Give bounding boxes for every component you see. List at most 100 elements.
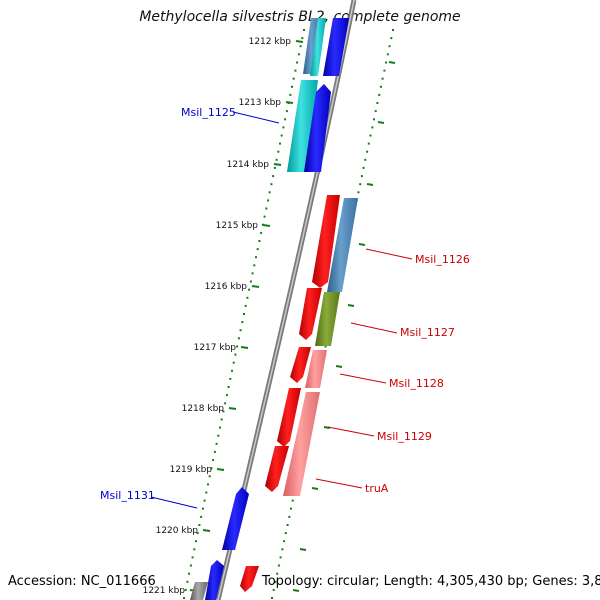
left-ruler-dot: [291, 85, 293, 88]
gene-msil-1128-pink: [305, 350, 327, 388]
left-ruler-dot: [275, 158, 278, 161]
gene-cyan-top: [310, 18, 326, 76]
left-ruler-dot: [196, 532, 199, 535]
map-title: Methylocella silvestris BL2, complete ge…: [139, 9, 461, 25]
left-ruler-dot: [198, 524, 201, 526]
right-ruler-dot: [385, 61, 388, 64]
right-ruler-dot: [362, 166, 365, 169]
gene-label-msil-1125[interactable]: Msil_1125: [181, 106, 236, 119]
right-ruler-dot: [290, 507, 292, 510]
left-ruler-dot: [191, 556, 194, 559]
topology-text: Topology: circular; Length: 4,305,430 bp…: [262, 574, 600, 589]
gene-label-msil-1126[interactable]: Msil_1126: [415, 253, 470, 266]
left-ruler-dot: [201, 507, 204, 510]
gene-msil-1127-red: [299, 288, 322, 340]
left-ruler-dot: [296, 61, 299, 64]
left-ruler-dot: [183, 597, 185, 599]
left-ruler-dot: [297, 53, 300, 56]
left-ruler-dot: [289, 93, 292, 96]
left-ruler-dot: [268, 191, 271, 194]
left-ruler-dot: [188, 572, 191, 575]
right-ruler-dot: [284, 532, 287, 535]
kbp-tick-label: 1218 kbp: [182, 404, 225, 414]
gene-msil-1125-cyan: [287, 80, 318, 172]
right-ruler-dot: [371, 126, 374, 129]
left-ruler-dot: [227, 386, 230, 388]
right-ruler-dot: [277, 564, 280, 567]
gene-label-trua[interactable]: truA: [365, 482, 389, 495]
left-ruler-dot: [210, 467, 213, 470]
right-ruler-dot: [271, 597, 273, 599]
gene-msil-1126-steel: [327, 198, 358, 292]
kbp-tick-label: 1212 kbp: [249, 37, 292, 47]
left-ruler-dot: [261, 223, 264, 226]
right-ruler-dot: [279, 556, 282, 559]
left-ruler-dot: [213, 450, 216, 453]
kbp-tick-mark: [228, 407, 237, 410]
right-ruler-dash: [377, 121, 385, 124]
left-ruler-dot: [207, 483, 209, 486]
right-ruler-dash: [388, 61, 396, 64]
left-ruler-dot: [260, 231, 263, 234]
left-ruler-dot: [222, 410, 225, 413]
left-ruler-dot: [217, 434, 220, 437]
left-ruler-dot: [303, 29, 305, 31]
gene-msil-1128-red: [290, 347, 311, 383]
left-ruler-dot: [243, 313, 245, 315]
gene-label-msil-1131[interactable]: Msil_1131: [100, 489, 155, 502]
left-ruler-dot: [267, 199, 269, 202]
right-ruler-dot: [288, 515, 291, 518]
left-ruler-dot: [200, 515, 203, 518]
gene-msil-1129-pink: [283, 392, 320, 496]
gene-label-msil-1129[interactable]: Msil_1129: [377, 430, 432, 443]
left-ruler-dot: [301, 37, 304, 40]
leader-msil-1131: [150, 496, 198, 509]
left-ruler-dot: [272, 175, 275, 178]
leader-msil-1127: [350, 322, 398, 334]
right-ruler-dot: [379, 85, 382, 88]
right-ruler-dot: [364, 158, 367, 161]
left-ruler-dot: [224, 402, 227, 405]
left-ruler-dot: [279, 142, 281, 145]
left-ruler-dot: [208, 475, 211, 478]
right-ruler-dot: [286, 524, 289, 526]
gene-label-msil-1128[interactable]: Msil_1128: [389, 377, 444, 390]
left-ruler-dot: [256, 248, 259, 251]
left-ruler-dot: [282, 126, 285, 129]
left-ruler-dot: [195, 540, 197, 543]
left-ruler-dot: [234, 353, 237, 356]
leader-trua: [315, 478, 363, 489]
right-ruler-dot: [281, 548, 284, 551]
gene-msil-1127-olive: [315, 292, 340, 346]
right-ruler-dot: [360, 175, 363, 178]
gene-blue-bottom: [205, 560, 224, 600]
left-ruler-dot: [237, 337, 240, 340]
right-ruler-dot: [374, 110, 377, 113]
left-ruler-dot: [270, 183, 273, 186]
leader-msil-1125: [232, 111, 280, 124]
right-ruler-dash: [366, 183, 374, 186]
right-ruler-dot: [272, 588, 275, 591]
kbp-tick-mark: [273, 163, 282, 166]
gene-label-msil-1127[interactable]: Msil_1127: [400, 326, 455, 339]
left-ruler-dot: [246, 296, 249, 299]
left-ruler-dot: [212, 459, 215, 462]
kbp-tick-label: 1215 kbp: [216, 221, 259, 231]
gene-msil-1126-red: [312, 195, 340, 288]
left-ruler-dot: [205, 491, 208, 494]
kbp-ticks: 1212 kbp 1213 kbp 1214 kbp 1215 kbp 1216 kbp…: [143, 37, 304, 596]
left-ruler-dot: [251, 272, 254, 275]
right-ruler-dash: [335, 365, 343, 368]
gene-msil-1131-blue: [222, 487, 249, 550]
gene-gray-bottom: [190, 582, 208, 600]
left-ruler-dot: [292, 77, 295, 80]
left-ruler-dot: [241, 321, 244, 324]
leader-msil-1128: [339, 373, 387, 384]
left-ruler-dot: [232, 361, 235, 364]
left-ruler-dot: [263, 215, 266, 218]
right-ruler-dot: [392, 29, 394, 31]
gene-blue-top: [323, 18, 349, 76]
gene-red-bottom: [240, 566, 259, 592]
left-ruler-dot: [273, 166, 276, 169]
